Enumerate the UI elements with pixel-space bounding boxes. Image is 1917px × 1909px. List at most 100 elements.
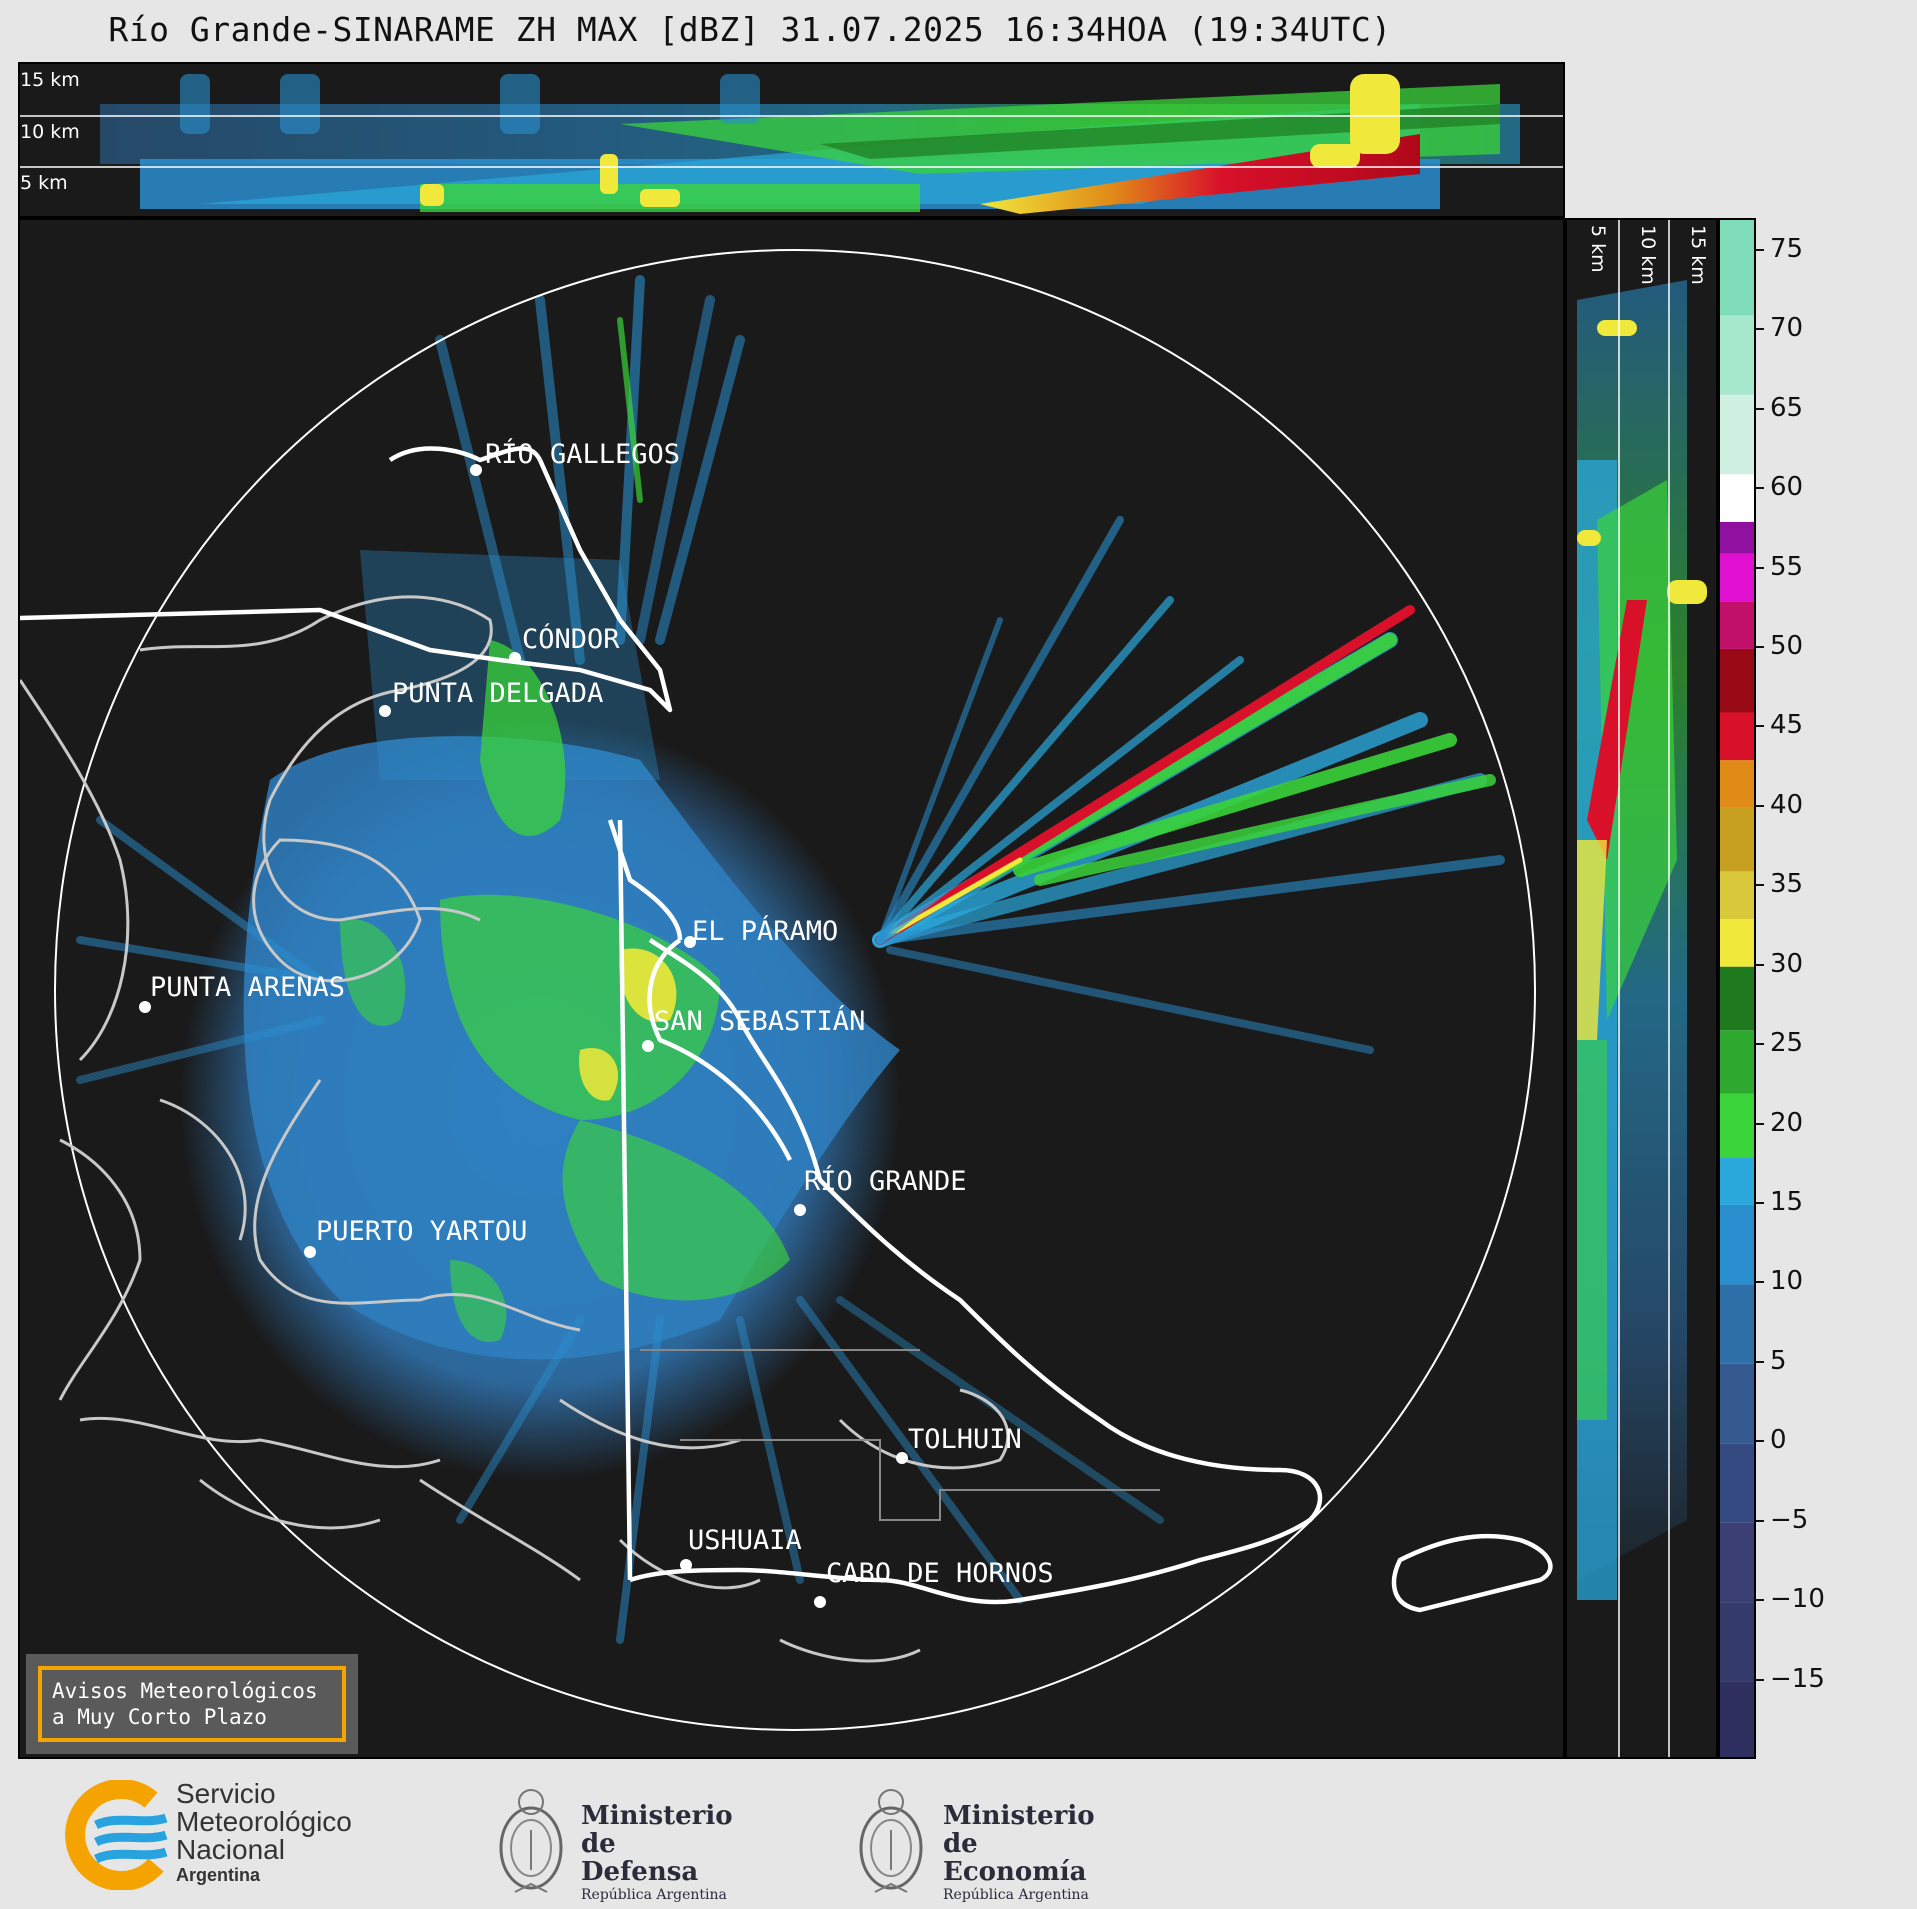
colorbar-tick-label: 65: [1756, 393, 1803, 423]
colorbar-tick-label: 25: [1756, 1028, 1803, 1058]
svg-text:PUERTO YARTOU: PUERTO YARTOU: [316, 1216, 527, 1247]
side-cross-section-panel: 5 km 10 km 15 km: [1565, 218, 1718, 1759]
colorbar-tick-label: 55: [1756, 552, 1803, 582]
colorbar-band: [1720, 1443, 1754, 1523]
radar-map-panel: RÍO GALLEGOS CÓNDOR PUNTA DELGADA PUNTA …: [18, 218, 1565, 1759]
city-cabo-de-hornos: CABO DE HORNOS: [814, 1558, 1054, 1608]
smn-line-2: Meteorológico: [176, 1806, 352, 1837]
defensa-line-2: de Defensa: [581, 1829, 699, 1887]
colorbar-band: [1720, 315, 1754, 395]
height-label-15km: 15 km: [20, 69, 80, 91]
borders: [20, 446, 1553, 1613]
colorbar-tick-label: 10: [1756, 1266, 1803, 1296]
defensa-line-1: Ministerio: [581, 1801, 733, 1831]
colorbar-tick-label: 30: [1756, 949, 1803, 979]
colorbar-band: [1720, 712, 1754, 761]
colorbar-band: [1720, 648, 1754, 713]
svg-text:PUNTA ARENAS: PUNTA ARENAS: [150, 972, 345, 1003]
top-cross-section-panel: 15 km 10 km 5 km: [18, 62, 1565, 218]
top-cross-section-image: 15 km 10 km 5 km: [20, 69, 1563, 214]
colorbar-tick-label: 35: [1756, 869, 1803, 899]
side-height-label-15km: 15 km: [1687, 225, 1709, 285]
colorbar-tick-label: 40: [1756, 790, 1803, 820]
avisos-line-1: Avisos Meteorológicos: [52, 1679, 318, 1703]
colorbar-tick-label: 20: [1756, 1108, 1803, 1138]
colorbar-band: [1720, 1363, 1754, 1444]
colorbar-band: [1720, 220, 1754, 316]
city-punta-delgada: PUNTA DELGADA: [379, 678, 603, 717]
svg-text:CÓNDOR: CÓNDOR: [522, 623, 620, 655]
colorbar-band: [1720, 521, 1754, 554]
height-label-10km: 10 km: [20, 121, 80, 143]
svg-text:RÍO GRANDE: RÍO GRANDE: [804, 1165, 967, 1197]
colorbar-band: [1720, 760, 1754, 808]
radar-map: RÍO GALLEGOS CÓNDOR PUNTA DELGADA PUNTA …: [20, 249, 1553, 1731]
colorbar-band: [1720, 1030, 1754, 1094]
smn-line-4: Argentina: [176, 1865, 261, 1885]
city-el-paramo: EL PÁRAMO: [684, 915, 838, 948]
city-tolhuin: TOLHUIN: [896, 1424, 1022, 1464]
city-markers: RÍO GALLEGOS CÓNDOR PUNTA DELGADA PUNTA …: [139, 438, 1054, 1608]
smn-line-1: Servicio: [176, 1778, 276, 1809]
smn-logo: Servicio Meteorológico Nacional Argentin…: [56, 1780, 352, 1890]
city-puerto-yartou: PUERTO YARTOU: [304, 1216, 527, 1258]
economia-logo: Ministerio de Economía República Argenti…: [855, 1780, 1095, 1903]
side-cross-section-image: 5 km 10 km 15 km: [1577, 220, 1709, 1757]
svg-text:CABO DE HORNOS: CABO DE HORNOS: [826, 1558, 1054, 1589]
province-borders: [640, 1349, 1160, 1521]
page-title: Río Grande-SINARAME ZH MAX [dBZ] 31.07.2…: [108, 10, 1392, 49]
argentina-seal-icon: [859, 1789, 923, 1893]
defensa-line-3: República Argentina: [581, 1887, 727, 1903]
colorbar-band: [1720, 553, 1754, 602]
colorbar-tick-label: −10: [1756, 1584, 1825, 1614]
city-punta-arenas: PUNTA ARENAS: [139, 972, 345, 1013]
colorbar-band: [1720, 871, 1754, 920]
svg-text:TOLHUIN: TOLHUIN: [908, 1424, 1022, 1455]
colorbar-band: [1720, 1157, 1754, 1205]
reflectivity-echoes: [76, 275, 1505, 1644]
colorbar-tick-label: −15: [1756, 1664, 1825, 1694]
colorbar-band: [1720, 1204, 1754, 1285]
avisos-frame: Avisos Meteorológicos a Muy Corto Plazo: [38, 1666, 346, 1742]
svg-text:SAN SEBASTIÁN: SAN SEBASTIÁN: [654, 1005, 865, 1037]
colorbar-tick-label: 75: [1756, 234, 1803, 264]
economia-line-2: de Economía: [943, 1829, 1087, 1887]
colorbar-band: [1720, 1681, 1754, 1757]
svg-text:PUNTA DELGADA: PUNTA DELGADA: [392, 678, 603, 709]
colorbar-band: [1720, 394, 1754, 475]
range-ring: [54, 249, 1536, 1731]
coastlines: [20, 595, 1010, 1663]
svg-text:EL PÁRAMO: EL PÁRAMO: [692, 915, 838, 947]
economia-line-1: Ministerio: [943, 1801, 1095, 1831]
svg-text:USHUAIA: USHUAIA: [688, 1525, 802, 1556]
colorbar-band: [1720, 966, 1754, 1031]
side-height-label-10km: 10 km: [1637, 225, 1659, 285]
smn-line-3: Nacional: [176, 1834, 285, 1865]
colorbar: [1718, 218, 1756, 1759]
avisos-box: Avisos Meteorológicos a Muy Corto Plazo: [26, 1654, 358, 1754]
colorbar-tick-label: 45: [1756, 710, 1803, 740]
economia-line-3: República Argentina: [943, 1887, 1089, 1903]
svg-text:RÍO GALLEGOS: RÍO GALLEGOS: [485, 438, 680, 470]
city-rio-gallegos: RÍO GALLEGOS: [470, 438, 680, 476]
city-san-sebastian: SAN SEBASTIÁN: [642, 1005, 865, 1052]
colorbar-ticks: 75 70 65 60 55 50 45 40 35 30 25 20 15 10 5 0 −5 −10 −15: [1756, 218, 1876, 1759]
colorbar-band: [1720, 919, 1754, 967]
colorbar-tick-label: 60: [1756, 472, 1803, 502]
colorbar-band: [1720, 1284, 1754, 1364]
argentina-seal-icon: [499, 1789, 563, 1893]
colorbar-band: [1720, 474, 1754, 522]
colorbar-tick-label: 0: [1756, 1425, 1787, 1455]
colorbar-band: [1720, 1522, 1754, 1603]
colorbar-band: [1720, 1093, 1754, 1158]
colorbar-tick-label: 50: [1756, 631, 1803, 661]
defensa-logo: Ministerio de Defensa República Argentin…: [495, 1780, 733, 1903]
colorbar-tick-label: 15: [1756, 1187, 1803, 1217]
colorbar-band: [1720, 601, 1754, 649]
colorbar-tick-label: 5: [1756, 1346, 1787, 1376]
avisos-line-2: a Muy Corto Plazo: [52, 1705, 267, 1729]
city-ushuaia: USHUAIA: [680, 1525, 802, 1571]
colorbar-tick-label: −5: [1756, 1505, 1808, 1535]
colorbar-band: [1720, 1602, 1754, 1682]
colorbar-tick-label: 70: [1756, 313, 1803, 343]
